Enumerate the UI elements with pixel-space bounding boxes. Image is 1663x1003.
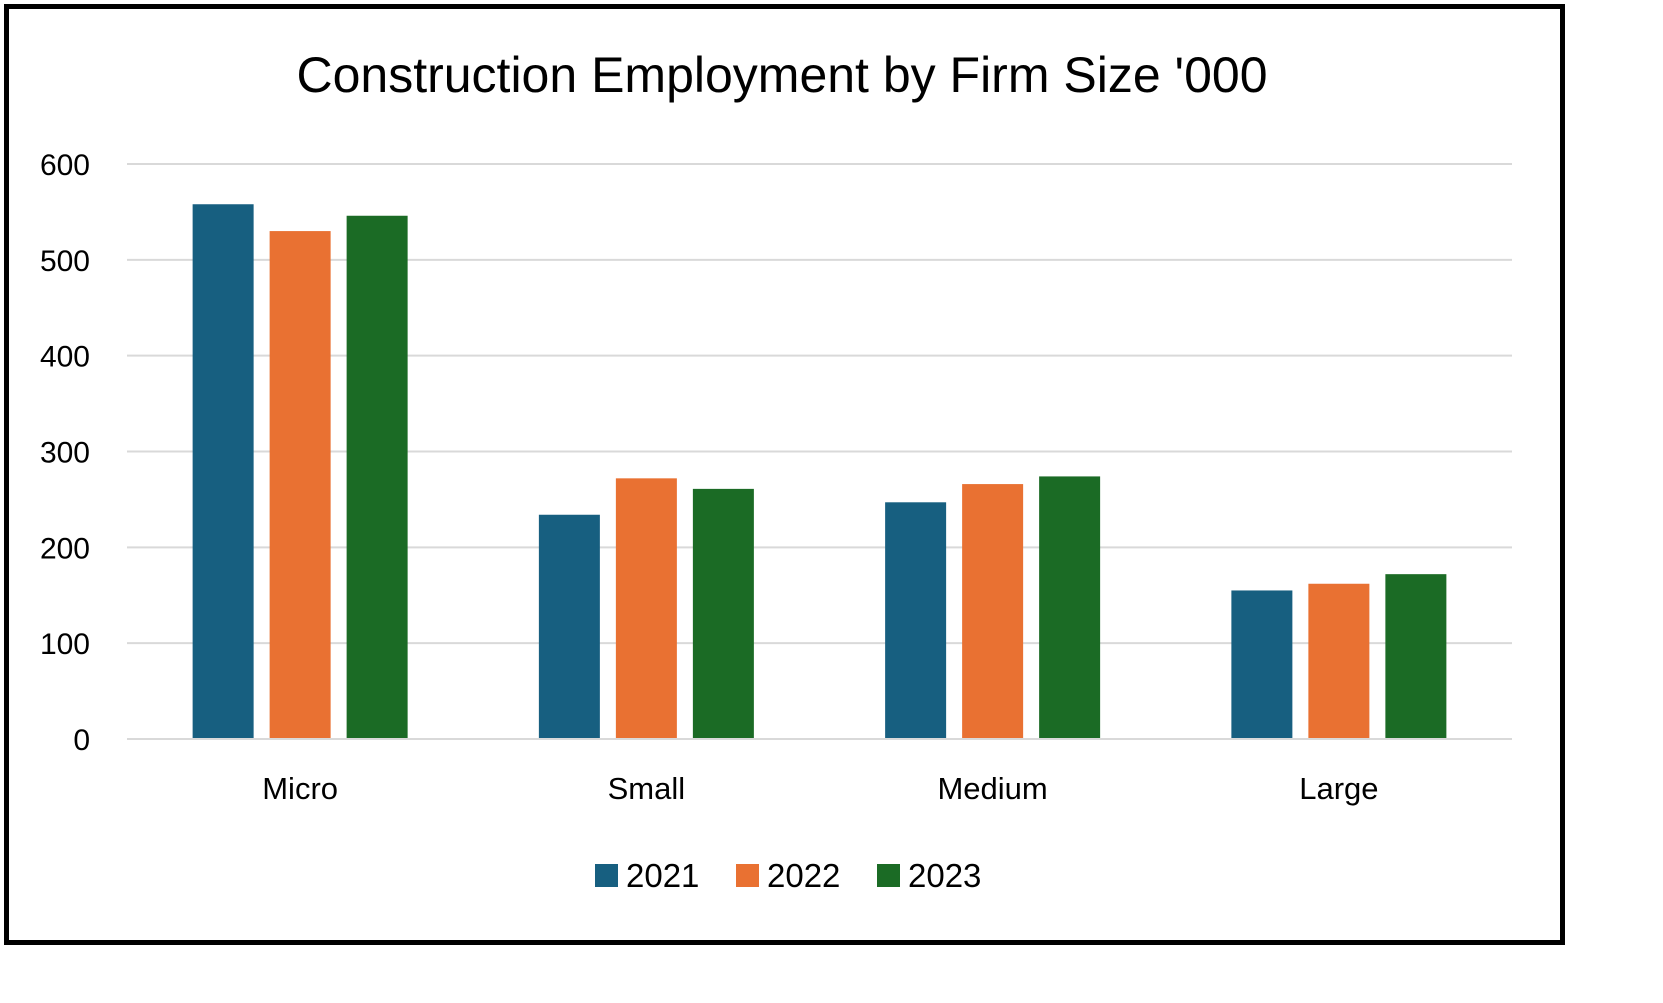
x-category-label: Medium: [937, 771, 1047, 806]
y-tick-label: 100: [40, 628, 90, 661]
bar-2021-large: [1231, 590, 1293, 739]
bar-2022-micro: [269, 231, 331, 740]
gridlines: [127, 163, 1512, 740]
y-tick-label: 200: [40, 532, 90, 565]
y-tick-label: 400: [40, 341, 90, 374]
legend-swatch-2021: [595, 864, 618, 887]
legend-swatch-2023: [877, 864, 900, 887]
bar-2022-small: [615, 478, 677, 739]
bar-2022-medium: [962, 484, 1024, 739]
bars: [127, 204, 1512, 740]
bar-2023-micro: [346, 215, 408, 739]
bar-2021-small: [538, 514, 600, 739]
bar-2022-large: [1308, 583, 1370, 739]
y-tick-label: 500: [40, 245, 90, 278]
bar-2023-small: [692, 488, 754, 739]
y-tick-label: 300: [40, 437, 90, 470]
legend-label-2021: 2021: [626, 857, 699, 894]
legend-label-2023: 2023: [908, 857, 981, 894]
x-category-label: Small: [608, 771, 686, 806]
bar-2023-large: [1385, 574, 1447, 739]
legend-label-2022: 2022: [767, 857, 840, 894]
x-axis-category-labels: Micro Small Medium Large: [262, 771, 1378, 806]
bar-2021-micro: [192, 204, 254, 739]
legend: 2021 2022 2023: [595, 857, 981, 894]
y-axis-tick-labels: 0 100 200 300 400 500 600: [40, 149, 90, 757]
y-tick-label: 0: [73, 724, 90, 757]
legend-swatch-2022: [736, 864, 759, 887]
bar-2023-medium: [1039, 476, 1101, 739]
bar-2021-medium: [885, 502, 947, 739]
chart-frame: [4, 4, 1565, 945]
chart-title: Construction Employment by Firm Size '00…: [296, 47, 1267, 103]
x-category-label: Large: [1299, 771, 1378, 806]
y-tick-label: 600: [40, 149, 90, 182]
x-category-label: Micro: [262, 771, 338, 806]
